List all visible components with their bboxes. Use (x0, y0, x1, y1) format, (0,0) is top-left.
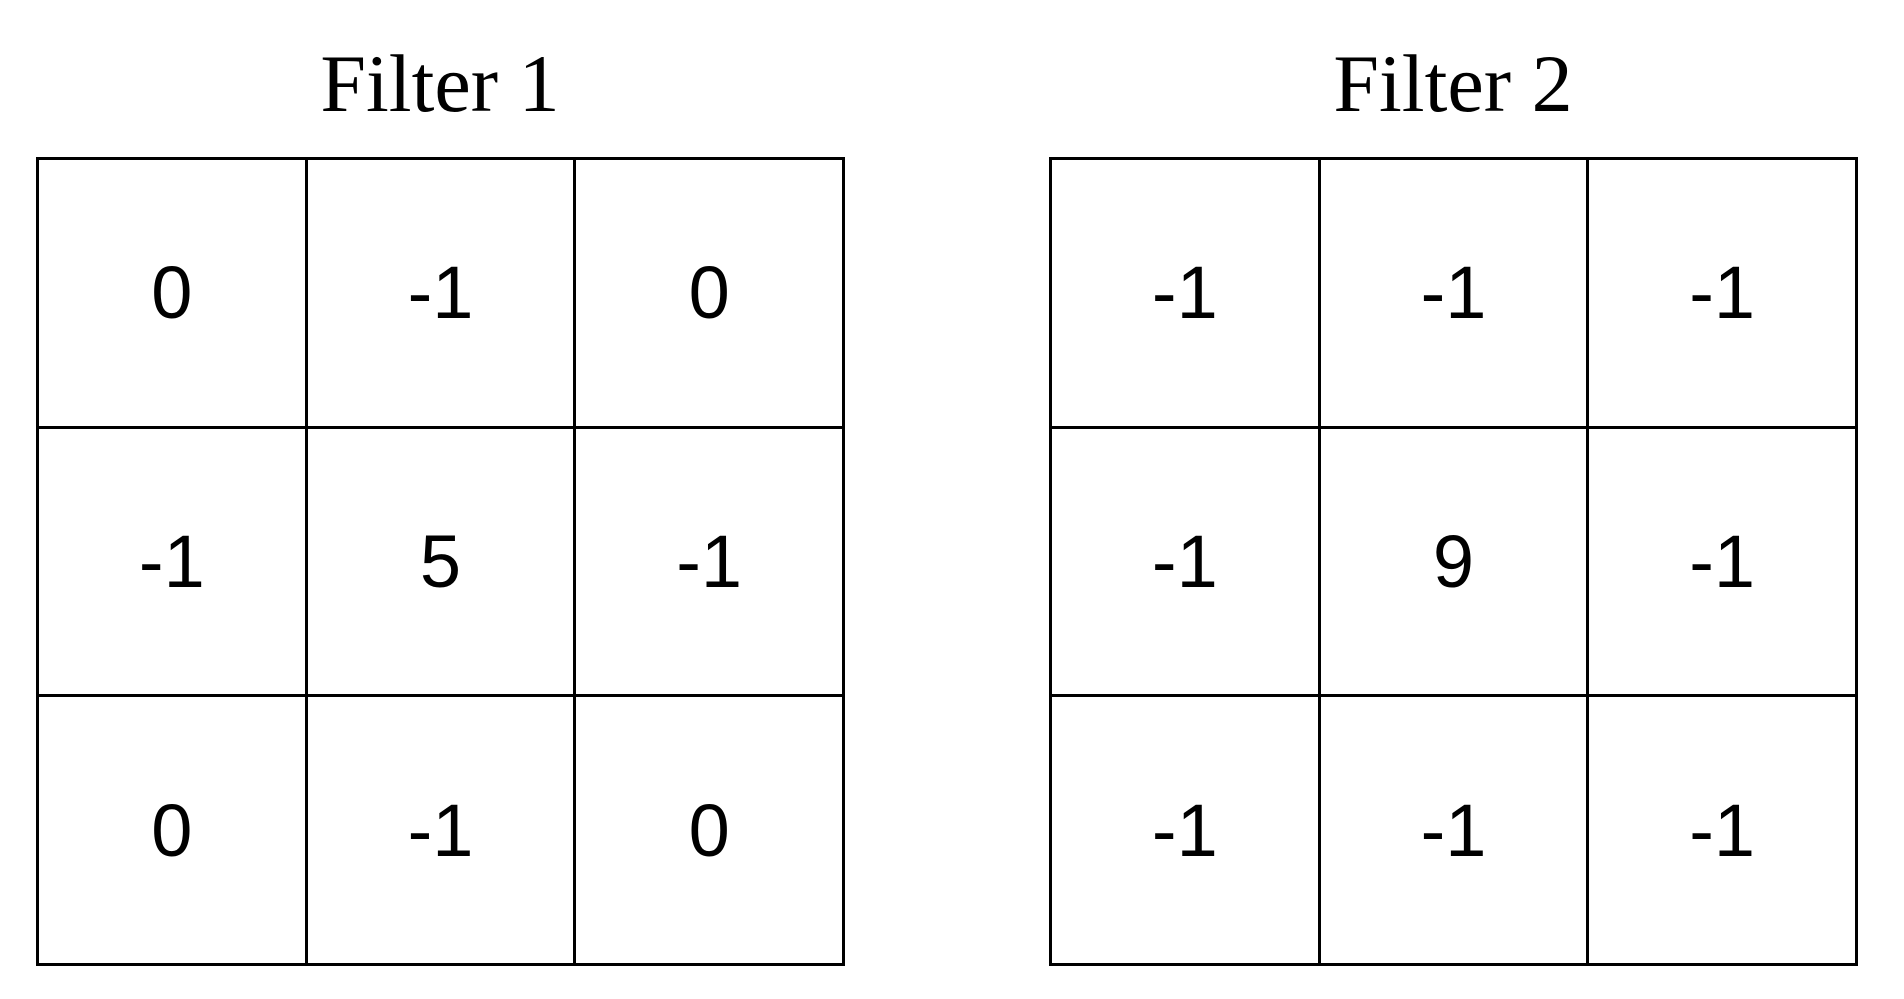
filter-1-cell-r0-c2: 0 (576, 160, 845, 429)
filter-1-cell-r1-c1: 5 (307, 428, 577, 698)
filter-2-cell-r0-c2: -1 (1589, 160, 1858, 429)
filter-2-cell-r2-c1: -1 (1320, 697, 1590, 966)
filter-1-grid: 0 -1 0 -1 5 -1 0 -1 0 (36, 157, 845, 966)
filter-2-cell-r1-c0: -1 (1052, 428, 1321, 698)
filter-1-cell-r1-c0: -1 (39, 428, 308, 698)
filter-1-cell-r1-c2: -1 (576, 428, 845, 698)
filter-1-cell-r2-c2: 0 (576, 697, 845, 966)
filter-2-cell-r0-c1: -1 (1320, 160, 1590, 429)
filter-1-cell-r0-c1: -1 (307, 160, 577, 429)
filter-2-cell-r0-c0: -1 (1052, 160, 1321, 429)
filter-1-cell-r2-c0: 0 (39, 697, 308, 966)
filter-1-cell-r0-c0: 0 (39, 160, 308, 429)
filter-1-title: Filter 1 (320, 38, 560, 129)
filter-2-cell-r2-c0: -1 (1052, 697, 1321, 966)
filter-2-title: Filter 2 (1333, 38, 1573, 129)
filter-2-cell-r2-c2: -1 (1589, 697, 1858, 966)
filter-2-cell-r1-c2: -1 (1589, 428, 1858, 698)
filter-1-cell-r2-c1: -1 (307, 697, 577, 966)
filter-2-grid: -1 -1 -1 -1 9 -1 -1 -1 -1 (1049, 157, 1858, 966)
filter-2-cell-r1-c1: 9 (1320, 428, 1590, 698)
